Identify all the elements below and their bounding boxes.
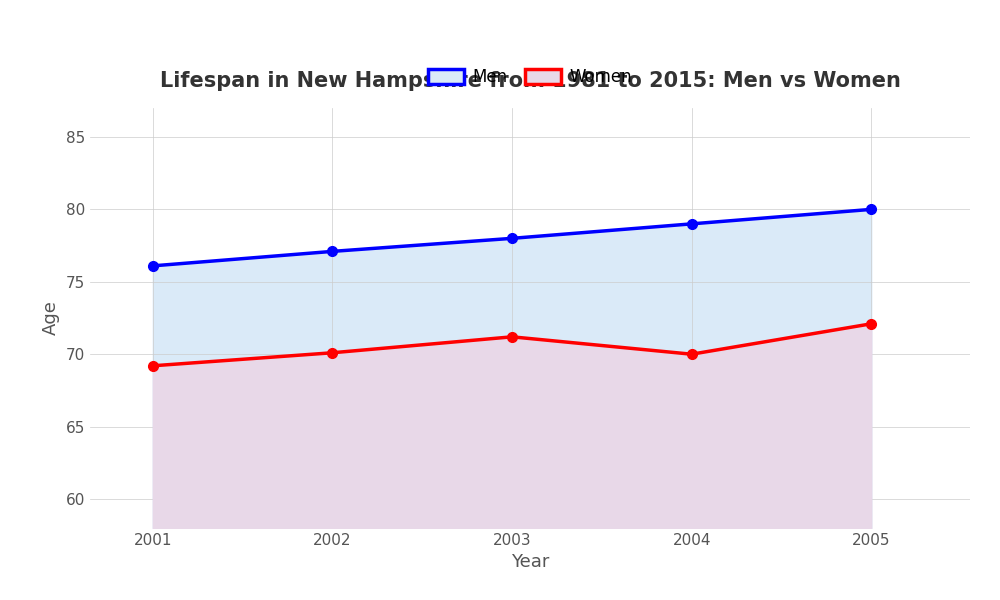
Y-axis label: Age: Age: [42, 301, 60, 335]
Legend: Men, Women: Men, Women: [421, 62, 639, 93]
Title: Lifespan in New Hampshire from 1981 to 2015: Men vs Women: Lifespan in New Hampshire from 1981 to 2…: [160, 71, 900, 91]
X-axis label: Year: Year: [511, 553, 549, 571]
